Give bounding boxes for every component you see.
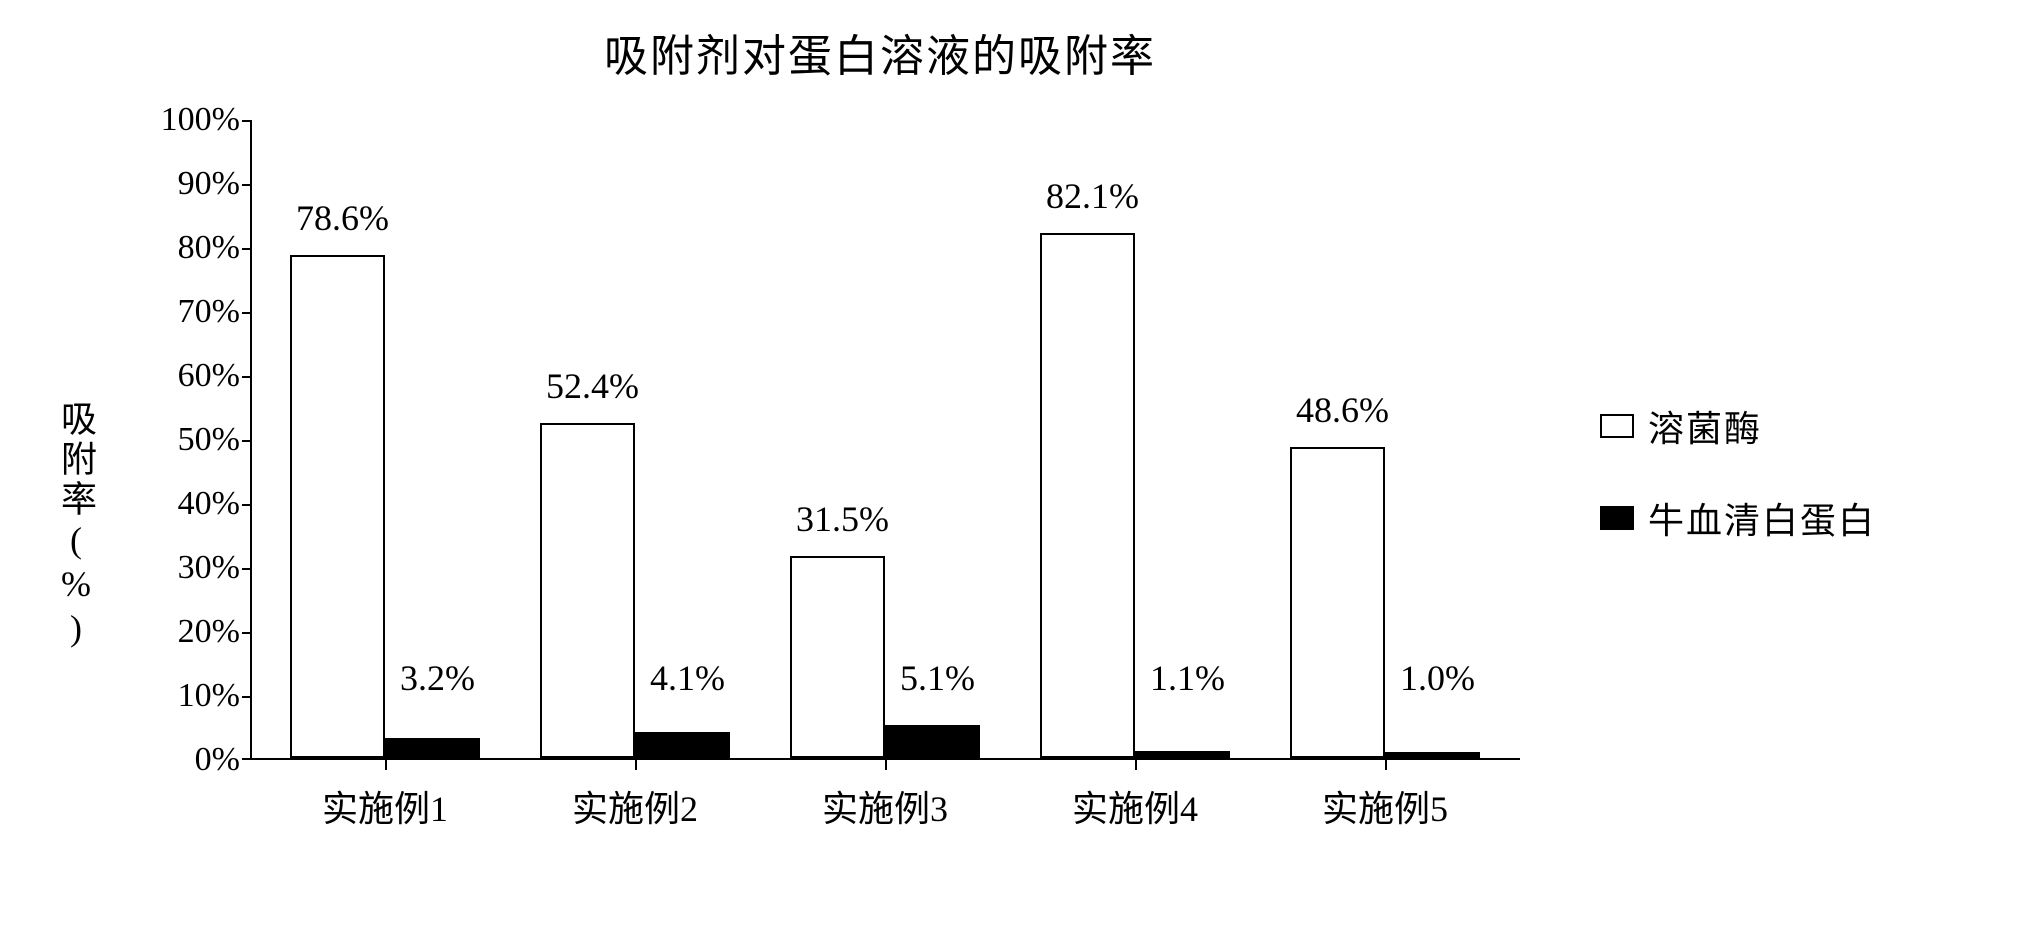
x-tick-mark bbox=[885, 760, 887, 770]
y-tick: 20% bbox=[120, 613, 240, 651]
legend-swatch-icon bbox=[1600, 506, 1634, 530]
bar-black bbox=[885, 725, 980, 758]
bar-white bbox=[1290, 447, 1385, 758]
x-tick-mark bbox=[1135, 760, 1137, 770]
y-tick: 70% bbox=[120, 293, 240, 331]
bar-value-label: 78.6% bbox=[270, 197, 415, 239]
bar-value-label: 48.6% bbox=[1270, 389, 1415, 431]
y-tick: 60% bbox=[120, 357, 240, 395]
y-tick-mark bbox=[242, 696, 250, 698]
y-tick: 100% bbox=[120, 101, 240, 139]
y-tick-mark bbox=[242, 632, 250, 634]
y-tick: 90% bbox=[120, 165, 240, 203]
legend-swatch-icon bbox=[1600, 414, 1634, 438]
y-tick-mark bbox=[242, 376, 250, 378]
y-tick-mark bbox=[242, 758, 250, 760]
bar-white bbox=[540, 423, 635, 758]
x-tick-mark bbox=[385, 760, 387, 770]
bar-value-label: 5.1% bbox=[875, 657, 1000, 699]
bar-white bbox=[290, 255, 385, 758]
chart-container: 吸附剂对蛋白溶液的吸附率 吸附率(%) 100% 90% 80% 70% 60%… bbox=[80, 20, 1940, 920]
y-ticks: 100% 90% 80% 70% 60% 50% 40% 30% 20% 10%… bbox=[120, 120, 240, 760]
bar-white bbox=[790, 556, 885, 758]
bars-area: 78.6%3.2%实施例152.4%4.1%实施例231.5%5.1%实施例38… bbox=[250, 120, 1520, 760]
y-tick-mark bbox=[242, 440, 250, 442]
chart-title: 吸附剂对蛋白溶液的吸附率 bbox=[280, 20, 1480, 84]
legend-item: 溶菌酶 bbox=[1600, 400, 1900, 452]
x-tick-mark bbox=[1385, 760, 1387, 770]
x-tick-label: 实施例3 bbox=[780, 780, 990, 832]
bar-value-label: 31.5% bbox=[770, 498, 915, 540]
bar-value-label: 4.1% bbox=[625, 657, 750, 699]
legend-item: 牛血清白蛋白 bbox=[1600, 492, 1900, 544]
y-tick: 30% bbox=[120, 549, 240, 587]
y-tick: 10% bbox=[120, 677, 240, 715]
x-tick-label: 实施例4 bbox=[1030, 780, 1240, 832]
y-tick: 80% bbox=[120, 229, 240, 267]
bar-black bbox=[635, 732, 730, 758]
legend: 溶菌酶 牛血清白蛋白 bbox=[1600, 400, 1900, 584]
x-tick-mark bbox=[635, 760, 637, 770]
bar-value-label: 3.2% bbox=[375, 657, 500, 699]
x-tick-label: 实施例5 bbox=[1280, 780, 1490, 832]
y-tick-mark bbox=[242, 568, 250, 570]
bar-value-label: 1.0% bbox=[1375, 657, 1500, 699]
bar-black bbox=[1385, 752, 1480, 758]
y-tick: 50% bbox=[120, 421, 240, 459]
y-tick-mark bbox=[242, 120, 250, 122]
y-tick-mark bbox=[242, 184, 250, 186]
plot-area: 吸附率(%) 100% 90% 80% 70% 60% 50% 40% 30% … bbox=[80, 120, 1680, 840]
y-tick-mark bbox=[242, 504, 250, 506]
bar-black bbox=[385, 738, 480, 758]
bar-value-label: 1.1% bbox=[1125, 657, 1250, 699]
x-tick-label: 实施例1 bbox=[280, 780, 490, 832]
legend-label: 溶菌酶 bbox=[1648, 400, 1762, 452]
y-tick: 0% bbox=[120, 741, 240, 779]
bar-white bbox=[1040, 233, 1135, 758]
y-tick: 40% bbox=[120, 485, 240, 523]
y-tick-mark bbox=[242, 312, 250, 314]
y-axis-label: 吸附率(%) bbox=[50, 400, 102, 652]
bar-value-label: 82.1% bbox=[1020, 175, 1165, 217]
legend-label: 牛血清白蛋白 bbox=[1648, 492, 1876, 544]
bar-value-label: 52.4% bbox=[520, 365, 665, 407]
x-tick-label: 实施例2 bbox=[530, 780, 740, 832]
y-tick-mark bbox=[242, 248, 250, 250]
bar-black bbox=[1135, 751, 1230, 758]
